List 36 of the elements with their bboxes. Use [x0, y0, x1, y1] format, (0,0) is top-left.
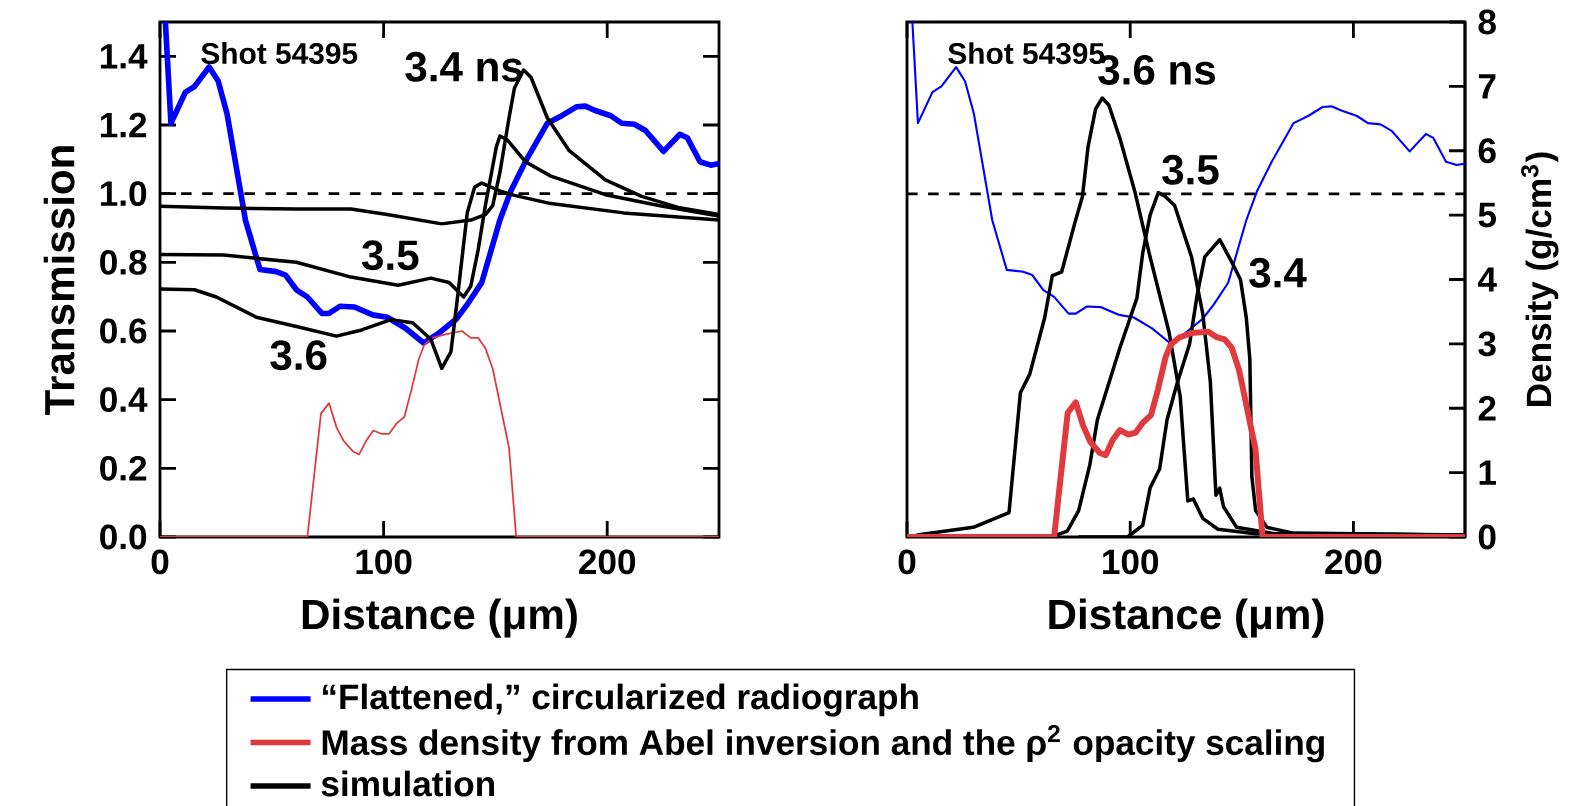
x-axis-title: Distance (μm) — [302, 598, 577, 638]
y2-tick-label: 3 — [1478, 331, 1496, 357]
x-tick-label: 200 — [579, 549, 636, 575]
y-tick-label: 1.2 — [100, 112, 147, 138]
annotation: 3.4 — [1249, 257, 1307, 288]
y-tick-label: 0.4 — [100, 387, 148, 413]
legend-label: “Flattened,” circularized radiograph — [323, 683, 918, 717]
y2-tick-label: 2 — [1478, 395, 1496, 421]
y2-tick-label: 1 — [1479, 460, 1496, 485]
y2-tick-label: 7 — [1478, 74, 1496, 99]
annotation: Shot 54395 — [201, 42, 358, 65]
y2-tick-label: 6 — [1478, 138, 1496, 164]
x-tick-label: 100 — [356, 549, 412, 575]
x-tick-label: 200 — [1325, 549, 1382, 575]
x-tick-label: 0 — [151, 549, 169, 575]
x-tick-label: 100 — [1103, 549, 1159, 575]
y2-axis-title: Density (g/cm$^{3}$) — [1521, 152, 1559, 406]
y2-tick-label: 5 — [1478, 202, 1496, 228]
y-tick-label: 0.2 — [100, 455, 147, 481]
annotation: 3.6 — [270, 340, 327, 371]
y2-tick-label: 0 — [1478, 524, 1496, 550]
annotation: 3.5 — [361, 240, 419, 271]
annotation: 3.5 — [1162, 154, 1219, 185]
y2-tick-label: 4 — [1477, 267, 1497, 292]
legend-label: simulation — [321, 770, 494, 797]
x-tick-label: 0 — [898, 549, 916, 575]
legend-label: Mass density from Abel inversion and the ρ$^{2}$ opacity scaling — [322, 724, 1324, 763]
x-axis-title: Distance (μm) — [1049, 598, 1324, 638]
y-tick-label: 0.8 — [100, 249, 147, 275]
y-tick-label: 0.0 — [100, 524, 147, 550]
y-tick-label: 1.4 — [100, 44, 148, 69]
y-tick-label: 1.0 — [100, 181, 147, 207]
y2-tick-label: 8 — [1478, 9, 1496, 35]
annotation: 3.4 ns — [405, 51, 523, 82]
y-axis-title: Transmission — [43, 146, 75, 415]
y-tick-label: 0.6 — [100, 318, 147, 344]
